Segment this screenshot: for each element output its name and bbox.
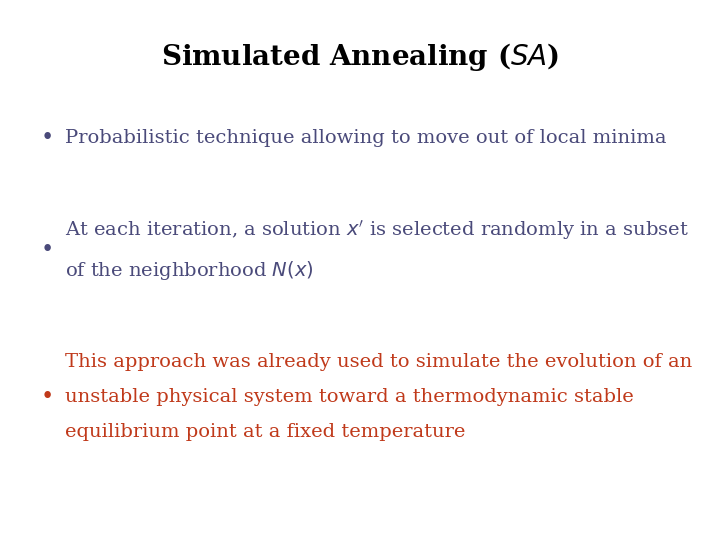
- Text: Simulated Annealing ($\mathit{SA}$): Simulated Annealing ($\mathit{SA}$): [161, 40, 559, 73]
- Text: Probabilistic technique allowing to move out of local minima: Probabilistic technique allowing to move…: [65, 129, 666, 147]
- Text: At each iteration, a solution $x'$ is selected randomly in a subset: At each iteration, a solution $x'$ is se…: [65, 218, 688, 241]
- Text: This approach was already used to simulate the evolution of an: This approach was already used to simula…: [65, 353, 692, 371]
- Text: •: •: [40, 239, 53, 261]
- Text: of the neighborhood $N(x)$: of the neighborhood $N(x)$: [65, 259, 313, 281]
- Text: •: •: [40, 386, 53, 408]
- Text: •: •: [40, 127, 53, 148]
- Text: unstable physical system toward a thermodynamic stable: unstable physical system toward a thermo…: [65, 388, 634, 406]
- Text: equilibrium point at a fixed temperature: equilibrium point at a fixed temperature: [65, 423, 465, 441]
